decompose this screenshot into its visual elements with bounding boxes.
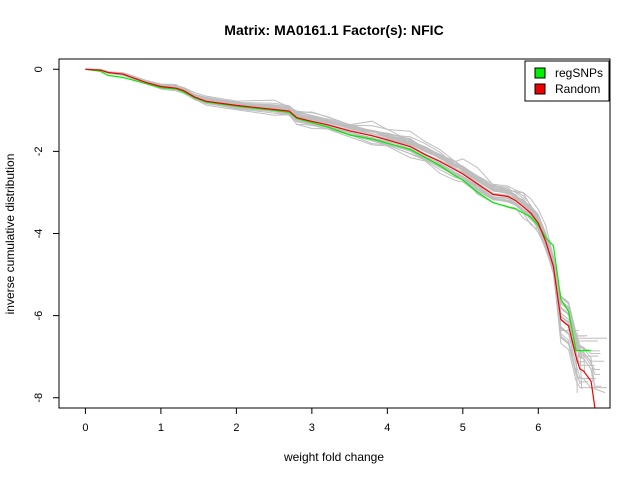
legend-swatch-regsnps (534, 67, 546, 79)
y-tick-label: 0 (33, 66, 45, 72)
y-tick-label: -6 (33, 311, 45, 321)
random-sample-line (85, 68, 604, 362)
random-sample-line (85, 68, 583, 359)
y-tick-label: -8 (33, 393, 45, 403)
y-tick-label: -4 (33, 229, 45, 239)
x-axis-label: weight fold change (283, 450, 384, 464)
x-tick-label: 2 (233, 422, 239, 434)
plot-frame (58, 58, 611, 409)
random-sample-line (85, 68, 600, 375)
x-tick-label: 1 (158, 422, 164, 434)
x-tick-label: 0 (82, 422, 88, 434)
random-sample-line (85, 68, 588, 383)
random-sample-line (85, 68, 581, 385)
random-sample-line (85, 68, 607, 389)
random-sample-line (85, 68, 594, 383)
series-line-random (85, 68, 596, 409)
random-sample-line (85, 68, 596, 379)
random-sample-line (85, 68, 595, 366)
random-sample-line (85, 68, 583, 390)
random-sample-line (85, 68, 601, 370)
random-sample-line (85, 68, 585, 363)
random-sample-line (85, 68, 602, 387)
random-sample-line (85, 68, 596, 389)
legend-label-regsnps: regSNPs (555, 66, 603, 80)
y-axis-label: inverse cumulative distribution (3, 154, 17, 315)
y-tick-label: -2 (33, 146, 45, 156)
series-line-regsnps (85, 68, 592, 352)
series-lines (85, 68, 596, 409)
chart-title: Matrix: MA0161.1 Factor(s): NFIC (224, 22, 443, 38)
x-tick-label: 5 (460, 422, 466, 434)
random-sample-line (85, 68, 600, 352)
legend-label-random: Random (555, 82, 600, 96)
x-axis: 0 1 2 3 4 5 6 (82, 407, 541, 434)
x-tick-label: 6 (535, 422, 541, 434)
random-sample-line (85, 68, 580, 359)
random-sample-line (85, 68, 578, 351)
legend: regSNPs Random (524, 60, 610, 102)
random-sample-line (85, 68, 606, 394)
y-axis: 0 -2 -4 -6 -8 (33, 66, 60, 403)
x-tick-label: 3 (309, 422, 315, 434)
random-sample-lines (85, 68, 607, 394)
legend-swatch-random (534, 83, 546, 95)
x-tick-label: 4 (384, 422, 390, 434)
random-sample-line (85, 68, 585, 372)
